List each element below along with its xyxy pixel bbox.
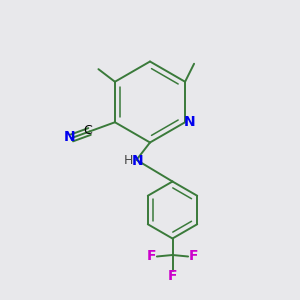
Text: H: H (123, 154, 133, 167)
Text: F: F (147, 250, 156, 263)
Text: F: F (168, 269, 177, 283)
Text: N: N (132, 154, 143, 168)
Text: F: F (189, 250, 198, 263)
Text: N: N (184, 115, 196, 129)
Text: N: N (64, 130, 76, 144)
Text: C: C (83, 124, 92, 137)
